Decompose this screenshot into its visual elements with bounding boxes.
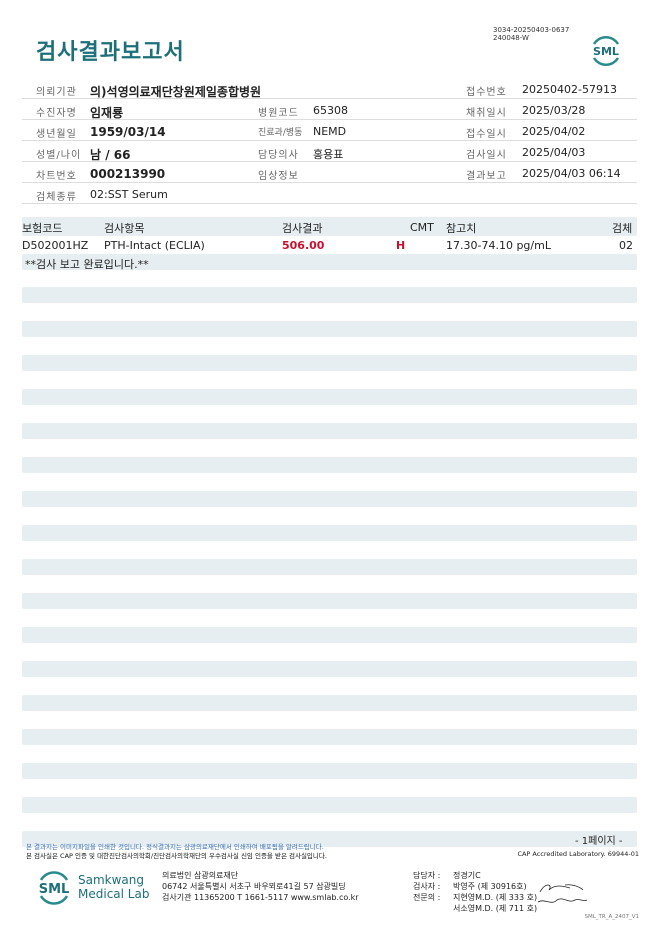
empty-row-stripe — [22, 287, 637, 303]
empty-row-stripe — [22, 797, 637, 813]
report-comment: **검사 보고 완료입니다.** — [25, 258, 149, 271]
staff-label: 검사자 : — [413, 882, 441, 891]
staff-label: 전문의 : — [413, 893, 441, 902]
staff-block: 담당자 : 정경기C 검사자 : 박영주 (제 30916호) 전문의 : 지현영M.… — [413, 870, 537, 914]
label: 담당의사 — [258, 150, 299, 161]
label: 검체종류 — [36, 192, 77, 203]
patient-name: 임재룡 — [90, 106, 124, 120]
report-date: 2025/04/03 06:14 — [522, 167, 621, 180]
label: 진료과/병동 — [258, 128, 303, 138]
institution-value: 의)석영의료재단창원제일종합병원 — [90, 85, 262, 99]
image-notice: 본 결과지는 이미지파일을 인쇄한 것입니다. 정식결과지는 삼광의료재단에서 … — [26, 843, 324, 851]
cell-code: D502001HZ — [22, 239, 89, 252]
staff-name: 박영주 (제 30916호) — [453, 882, 527, 891]
label: 수진자명 — [36, 108, 77, 119]
document-code: 3034-20250403-0637 240048-W — [493, 26, 569, 42]
receipt-number: 20250402-57913 — [522, 83, 617, 96]
header-code: 보험코드 — [22, 222, 63, 235]
header-cmt: CMT — [410, 221, 434, 234]
birth-date: 1959/03/14 — [90, 125, 166, 139]
chart-number: 000213990 — [90, 167, 166, 181]
label: 의뢰기관 — [36, 87, 77, 98]
doc-code-1: 3034-20250403-0637 — [493, 26, 570, 34]
cell-reference: 17.30-74.10 pg/mL — [446, 239, 551, 252]
footer-band — [22, 831, 637, 847]
org-name: 의료법인 삼광의료재단 — [162, 871, 239, 880]
comment-row — [22, 254, 637, 270]
lab-name-1: Samkwang — [78, 873, 144, 887]
empty-row-stripe — [22, 695, 637, 711]
label: 임상정보 — [258, 171, 299, 182]
header-result: 검사결과 — [282, 222, 323, 235]
signature — [537, 884, 588, 903]
label: 접수번호 — [466, 87, 507, 98]
form-code: SML_TR_A_2407_V1 — [584, 914, 639, 920]
label: 병원코드 — [258, 108, 299, 119]
info-row-sex-age: 성별/나이 남 / 66 담당의사 홍용표 검사일시 2025/04/03 — [22, 141, 637, 162]
cap-accreditation: CAP Accredited Laboratory. 69944-01 — [517, 850, 639, 858]
label: 차트번호 — [36, 171, 77, 182]
empty-row-stripe — [22, 593, 637, 609]
address: 06742 서울특별시 서초구 바우뫼로41길 57 삼광빌딩 — [162, 882, 346, 891]
empty-row-stripe — [22, 321, 637, 337]
empty-row-stripe — [22, 525, 637, 541]
sml-logo: SML — [592, 35, 620, 67]
collection-date: 2025/03/28 — [522, 104, 586, 117]
empty-row-stripe — [22, 389, 637, 405]
empty-row-stripe — [22, 627, 637, 643]
cell-specimen: 02 — [619, 239, 633, 252]
empty-row-stripe — [22, 763, 637, 779]
sex-age: 남 / 66 — [90, 148, 131, 162]
lab-address-block: 의료법인 삼광의료재단 06742 서울특별시 서초구 바우뫼로41길 57 삼… — [162, 870, 359, 903]
receipt-date: 2025/04/02 — [522, 125, 586, 138]
label: 생년월일 — [36, 129, 77, 140]
empty-row-stripe — [22, 457, 637, 473]
cell-flag: H — [396, 239, 406, 252]
specimen-type: 02:SST Serum — [90, 188, 168, 201]
header-ref: 참고치 — [446, 222, 477, 235]
page-number: - 1페이지 - — [575, 836, 623, 847]
info-row-chart: 차트번호 000213990 임상정보 결과보고 2025/04/03 06:1… — [22, 162, 637, 183]
svg-text:SML: SML — [593, 45, 619, 58]
department: NEMD — [313, 125, 347, 138]
empty-row-stripe — [22, 661, 637, 677]
cell-item: PTH-Intact (ECLIA) — [104, 239, 205, 252]
staff-name: 정경기C — [453, 871, 481, 880]
empty-row-stripe — [22, 355, 637, 371]
doctor: 홍용표 — [313, 148, 344, 161]
label: 접수일시 — [466, 129, 507, 140]
empty-row-stripe — [22, 491, 637, 507]
info-row-birth: 생년월일 1959/03/14 진료과/병동 NEMD 접수일시 2025/04… — [22, 120, 637, 141]
label: 성별/나이 — [36, 150, 82, 161]
label: 검사일시 — [466, 150, 507, 161]
table-header — [22, 217, 637, 236]
empty-row-stripe — [22, 423, 637, 439]
label: 채취일시 — [466, 108, 507, 119]
empty-row-stripe — [22, 729, 637, 745]
cell-result: 506.00 — [282, 239, 325, 252]
empty-row-stripe — [22, 559, 637, 575]
info-row-patient: 수진자명 임재룡 병원코드 65308 채취일시 2025/03/28 — [22, 99, 637, 120]
lab-name: Samkwang Medical Lab — [78, 873, 149, 901]
info-row-institution: 의뢰기관 의)석영의료재단창원제일종합병원 접수번호 20250402-5791… — [22, 78, 637, 99]
accreditation-notice: 본 검사실은 CAP 인증 및 대한진단검사의학회/진단검사의학재단의 우수검사… — [26, 852, 327, 860]
staff-label: 담당자 : — [413, 871, 441, 880]
sml-footer-logo: SML — [39, 871, 70, 905]
report-title: 검사결과보고서 — [36, 40, 185, 65]
staff-name: 서소영M.D. (제 711 호) — [453, 904, 538, 913]
doc-code-2: 240048-W — [493, 34, 529, 42]
hospital-code: 65308 — [313, 104, 348, 117]
lab-name-2: Medical Lab — [78, 887, 150, 901]
svg-text:SML: SML — [39, 882, 70, 897]
contact: 검사기관 11365200 T 1661-5117 www.smlab.co.k… — [162, 893, 359, 902]
label: 결과보고 — [466, 171, 507, 182]
header-specimen: 검체 — [612, 222, 633, 235]
test-date: 2025/04/03 — [522, 146, 586, 159]
info-row-specimen: 검체종류 02:SST Serum — [22, 183, 637, 204]
staff-name: 지현영M.D. (제 333 호) — [453, 893, 538, 902]
header-item: 검사항목 — [104, 222, 145, 235]
